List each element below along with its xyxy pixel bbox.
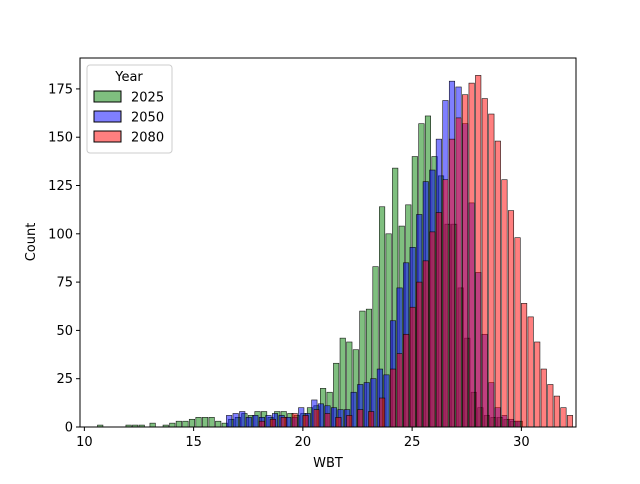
bar-2080 bbox=[547, 384, 554, 428]
bar-2080 bbox=[527, 316, 534, 428]
bar-2080 bbox=[416, 281, 423, 428]
y-tick-label: 100 bbox=[48, 227, 73, 242]
legend: Year 2025 2050 2080 bbox=[86, 64, 173, 154]
bar-2080 bbox=[409, 306, 416, 428]
bar-2080 bbox=[313, 409, 320, 428]
x-tick-label: 30 bbox=[513, 435, 530, 450]
bar-2080 bbox=[481, 98, 488, 428]
bar-2080 bbox=[258, 420, 265, 428]
x-axis-label: WBT bbox=[313, 456, 343, 471]
legend-swatch-2050 bbox=[93, 110, 122, 123]
bar-2050 bbox=[232, 413, 239, 428]
bar-2025 bbox=[149, 422, 156, 428]
bar-2080 bbox=[346, 415, 353, 428]
bar-2080 bbox=[475, 75, 482, 428]
bars-layer bbox=[97, 75, 574, 428]
bar-2025 bbox=[208, 417, 215, 428]
y-tick-label: 0 bbox=[65, 421, 73, 436]
y-tick-label: 75 bbox=[56, 276, 73, 291]
bar-2080 bbox=[422, 260, 429, 428]
x-tick-label: 10 bbox=[76, 435, 93, 450]
bar-2080 bbox=[335, 417, 342, 428]
bar-2080 bbox=[269, 418, 276, 428]
legend-swatch-2080 bbox=[93, 130, 122, 143]
bar-2025 bbox=[215, 420, 222, 428]
bar-2080 bbox=[540, 368, 547, 428]
bar-2080 bbox=[448, 138, 456, 428]
x-tick-label: 20 bbox=[295, 435, 312, 450]
bar-2025 bbox=[182, 420, 189, 428]
x-tick-label: 15 bbox=[185, 435, 202, 450]
bar-2080 bbox=[455, 117, 462, 428]
x-ticks: 10 15 20 25 30 bbox=[76, 427, 530, 450]
bar-2080 bbox=[468, 82, 475, 428]
bar-2080 bbox=[553, 395, 560, 428]
bar-2080 bbox=[521, 303, 528, 428]
legend-label-2050: 2050 bbox=[131, 111, 164, 126]
bar-2080 bbox=[462, 94, 469, 428]
bar-2080 bbox=[560, 407, 567, 428]
bar-2050 bbox=[245, 417, 252, 428]
bar-2080 bbox=[514, 237, 521, 428]
bar-2080 bbox=[389, 368, 397, 428]
bar-2025 bbox=[175, 420, 182, 428]
legend-title: Year bbox=[114, 70, 143, 85]
y-axis-label: Count bbox=[24, 223, 39, 262]
bar-2080 bbox=[368, 411, 375, 428]
bar-2025 bbox=[188, 418, 196, 428]
bar-2080 bbox=[488, 113, 495, 428]
legend-label-2025: 2025 bbox=[131, 91, 164, 106]
bar-2080 bbox=[324, 413, 331, 428]
bar-2080 bbox=[396, 353, 403, 428]
bar-2050 bbox=[226, 415, 233, 428]
bar-2080 bbox=[435, 212, 442, 428]
bar-2080 bbox=[534, 341, 541, 428]
bar-2080 bbox=[429, 231, 436, 428]
bar-2025 bbox=[202, 417, 209, 428]
y-tick-label: 150 bbox=[48, 131, 73, 146]
bar-2080 bbox=[357, 409, 364, 428]
bar-2050 bbox=[252, 415, 259, 428]
bar-2025 bbox=[195, 417, 202, 428]
bar-2080 bbox=[280, 417, 287, 428]
bar-2080 bbox=[302, 415, 309, 428]
bar-2080 bbox=[501, 179, 508, 428]
bar-2080 bbox=[379, 397, 386, 428]
y-ticks: 0 25 50 75 100 125 150 175 bbox=[48, 82, 80, 436]
legend-swatch-2025 bbox=[93, 90, 122, 103]
y-tick-label: 25 bbox=[56, 372, 73, 387]
bar-2080 bbox=[291, 413, 298, 428]
y-tick-label: 175 bbox=[48, 82, 73, 97]
legend-label-2080: 2080 bbox=[131, 131, 164, 146]
bar-2080 bbox=[566, 415, 574, 428]
bar-2080 bbox=[507, 210, 515, 428]
y-tick-label: 125 bbox=[48, 179, 73, 194]
bar-2050 bbox=[239, 411, 246, 428]
x-tick-label: 25 bbox=[404, 435, 421, 450]
bar-2080 bbox=[442, 179, 449, 428]
plot-frame bbox=[79, 57, 577, 428]
y-tick-label: 50 bbox=[56, 324, 73, 339]
bar-2025 bbox=[169, 422, 176, 428]
bar-2080 bbox=[494, 140, 501, 428]
legend-entries: 2025 2050 2080 bbox=[93, 90, 164, 146]
bar-2080 bbox=[403, 333, 410, 428]
